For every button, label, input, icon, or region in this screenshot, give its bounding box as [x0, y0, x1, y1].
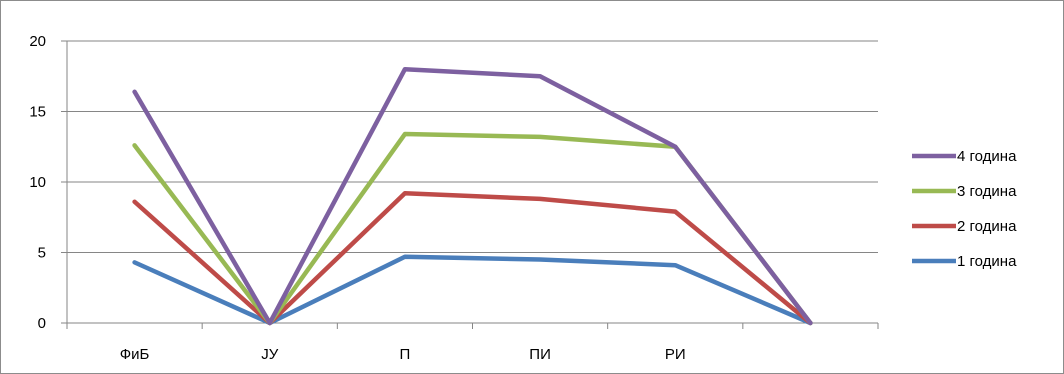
series-line-2 — [132, 191, 813, 326]
y-tick-label: 0 — [38, 315, 46, 332]
legend-label: 4 година — [957, 148, 1017, 165]
x-tick-label: РИ — [665, 346, 686, 363]
series-line-1 — [132, 254, 813, 326]
x-tick-label: П — [400, 346, 411, 363]
y-tick-label: 10 — [29, 174, 46, 191]
legend-label: 2 година — [957, 218, 1017, 235]
y-tick-label: 5 — [38, 245, 46, 262]
x-tick-label: ФиБ — [120, 346, 150, 363]
legend-label: 3 година — [957, 183, 1017, 200]
x-tick-label: ЈУ — [261, 346, 279, 363]
series-line-4 — [132, 66, 813, 326]
legend-label: 1 година — [957, 253, 1017, 270]
x-tick-label: ПИ — [529, 346, 551, 363]
y-tick-label: 15 — [29, 104, 46, 121]
y-tick-label: 20 — [29, 33, 46, 50]
